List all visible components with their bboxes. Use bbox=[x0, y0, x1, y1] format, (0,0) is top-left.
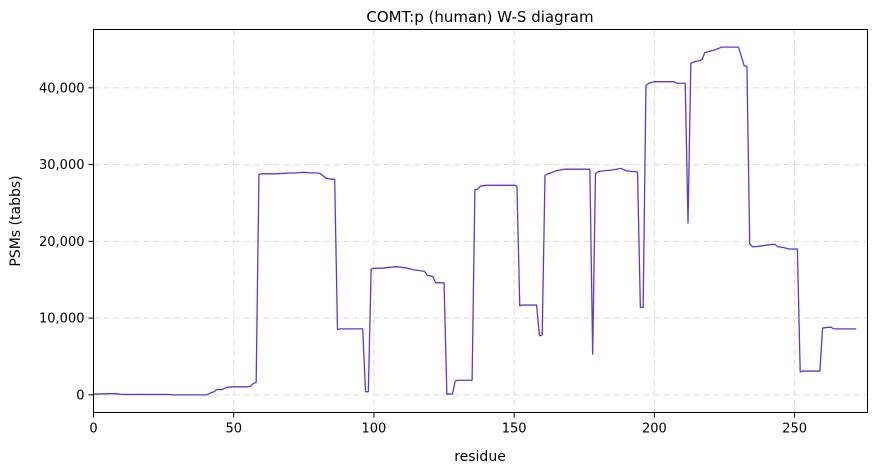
y-tick-label: 40,000 bbox=[39, 81, 85, 96]
x-tick-label: 250 bbox=[782, 422, 807, 437]
x-tick-label: 150 bbox=[502, 422, 527, 437]
x-tick-label: 0 bbox=[89, 422, 97, 437]
y-axis: 0 10,000 20,000 30,000 40,000 bbox=[39, 81, 94, 403]
series-line bbox=[93, 46, 857, 396]
x-tick-label: 50 bbox=[225, 422, 242, 437]
x-tick-label: 200 bbox=[642, 422, 667, 437]
series-layer bbox=[93, 46, 857, 396]
y-axis-label: PSMs (tabbs) bbox=[8, 175, 24, 266]
x-axis-label: residue bbox=[454, 449, 506, 465]
y-tick-label: 0 bbox=[76, 388, 84, 403]
x-axis: 0 50 100 150 200 250 bbox=[89, 412, 807, 437]
plot-frame bbox=[93, 29, 868, 413]
chart-title: COMT:p (human) W-S diagram bbox=[366, 8, 593, 26]
y-tick-label: 10,000 bbox=[39, 312, 85, 327]
y-tick-label: 30,000 bbox=[39, 158, 85, 173]
x-tick-label: 100 bbox=[362, 422, 387, 437]
y-tick-label: 20,000 bbox=[39, 235, 85, 250]
grid-lines bbox=[93, 29, 868, 413]
